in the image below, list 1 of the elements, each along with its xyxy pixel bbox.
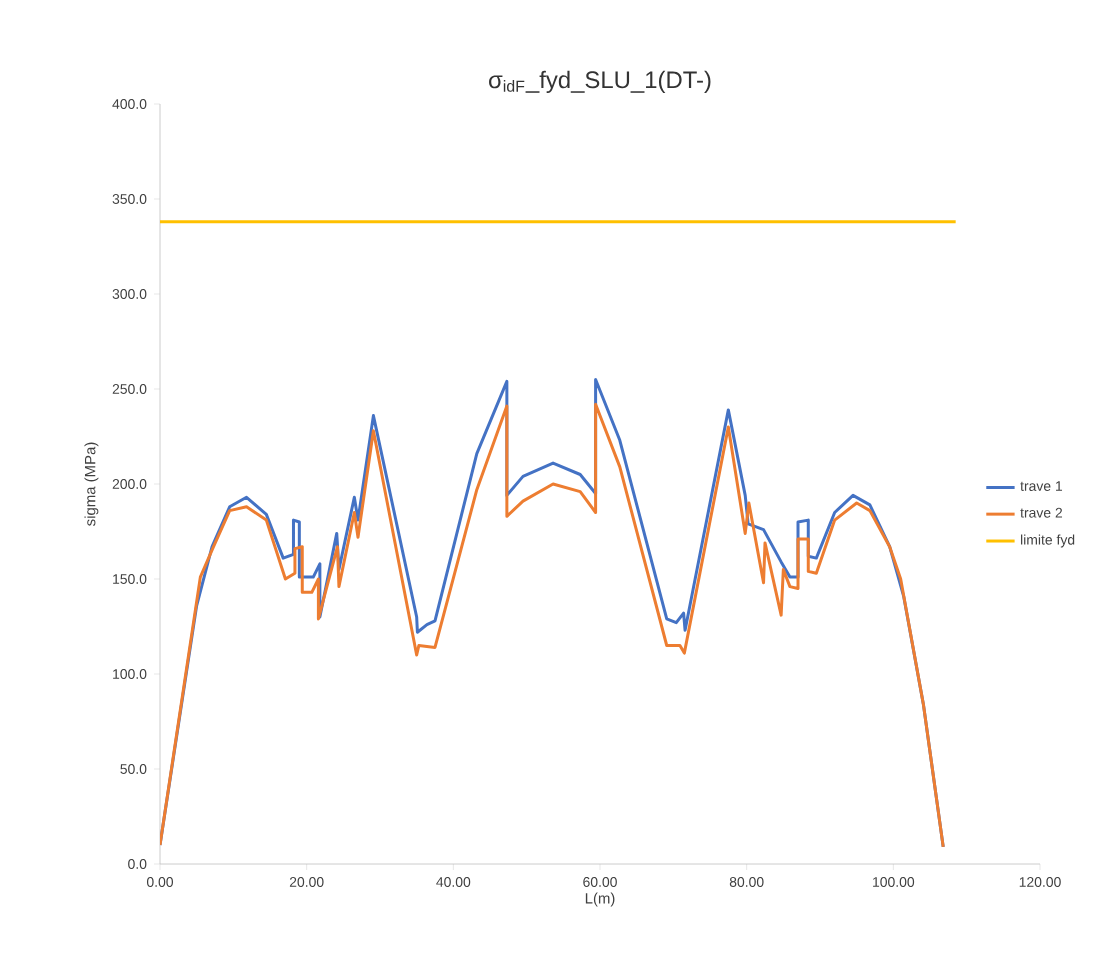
chart-title: σ$_{idF}$_fyd_SLU_1(DT-) [489, 70, 711, 94]
